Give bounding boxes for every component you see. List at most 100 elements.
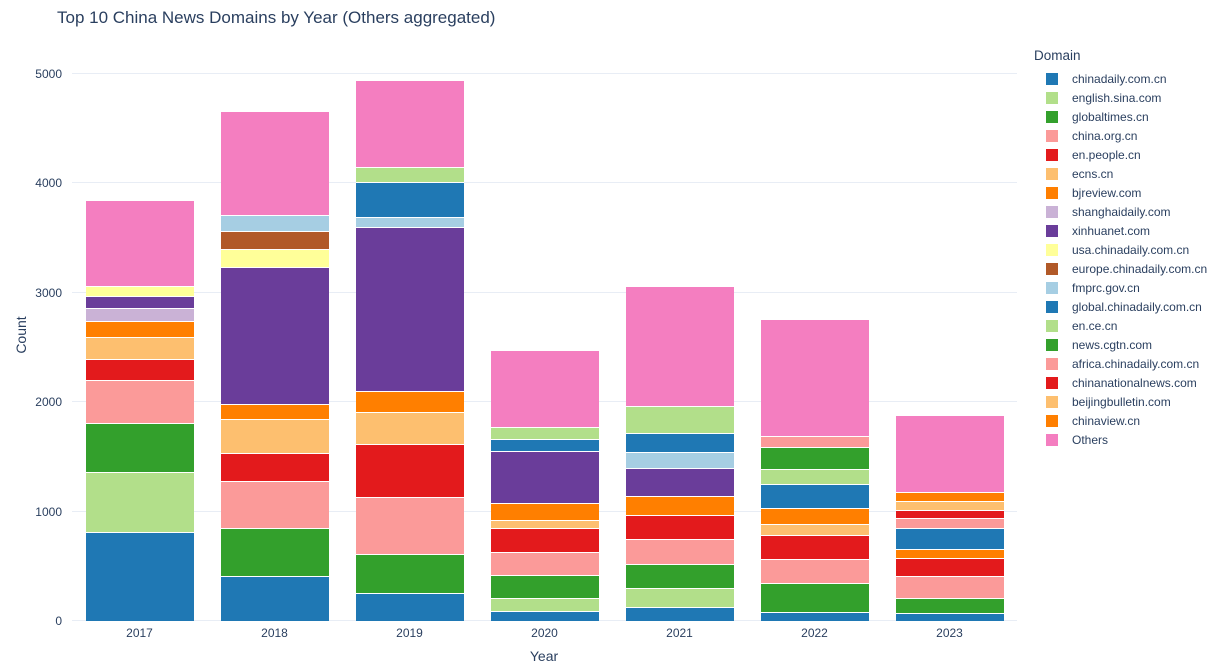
bar-segment-china.org.cn[interactable] bbox=[85, 379, 194, 424]
bar-segment-globaltimes.cn[interactable] bbox=[490, 574, 599, 599]
legend-item-global.chinadaily.com.cn[interactable]: global.chinadaily.com.cn bbox=[1034, 297, 1228, 316]
bar-segment-xinhuanet.com[interactable] bbox=[625, 468, 734, 497]
legend-item-beijingbulletin.com[interactable]: beijingbulletin.com bbox=[1034, 392, 1228, 411]
bar-segment-china.org.cn[interactable] bbox=[895, 575, 1004, 599]
bar-segment-en.people.cn[interactable] bbox=[355, 443, 464, 497]
bar-2018[interactable] bbox=[220, 111, 329, 621]
bar-segment-en.ce.cn[interactable] bbox=[490, 427, 599, 440]
bar-segment-fmprc.gov.cn[interactable] bbox=[220, 215, 329, 231]
legend-item-china.org.cn[interactable]: china.org.cn bbox=[1034, 126, 1228, 145]
legend-item-usa.chinadaily.com.cn[interactable]: usa.chinadaily.com.cn bbox=[1034, 240, 1228, 259]
bar-segment-Others[interactable] bbox=[625, 285, 734, 407]
bar-segment-Others[interactable] bbox=[490, 349, 599, 428]
bar-segment-global.chinadaily.com.cn[interactable] bbox=[625, 433, 734, 453]
bar-segment-beijingbulletin.com[interactable] bbox=[895, 501, 1004, 510]
bar-segment-chinadaily.com.cn[interactable] bbox=[760, 611, 869, 621]
bar-segment-bjreview.com[interactable] bbox=[355, 391, 464, 412]
bar-segment-bjreview.com[interactable] bbox=[760, 507, 869, 524]
bar-segment-bjreview.com[interactable] bbox=[85, 321, 194, 337]
bar-segment-chinadaily.com.cn[interactable] bbox=[85, 532, 194, 621]
bar-segment-globaltimes.cn[interactable] bbox=[355, 554, 464, 594]
bar-segment-fmprc.gov.cn[interactable] bbox=[355, 217, 464, 228]
bar-segment-ecns.cn[interactable] bbox=[490, 519, 599, 529]
bar-segment-Others[interactable] bbox=[85, 199, 194, 287]
bar-segment-bjreview.com[interactable] bbox=[220, 403, 329, 420]
bar-segment-ecns.cn[interactable] bbox=[220, 419, 329, 454]
legend-item-en.ce.cn[interactable]: en.ce.cn bbox=[1034, 316, 1228, 335]
bar-segment-Others[interactable] bbox=[760, 319, 869, 436]
bar-segment-china.org.cn[interactable] bbox=[220, 481, 329, 529]
bar-segment-english.sina.com[interactable] bbox=[85, 472, 194, 533]
legend-item-en.people.cn[interactable]: en.people.cn bbox=[1034, 145, 1228, 164]
bar-2019[interactable] bbox=[355, 80, 464, 621]
bar-segment-shanghaidaily.com[interactable] bbox=[85, 308, 194, 322]
bar-segment-Others[interactable] bbox=[355, 80, 464, 167]
legend-item-chinadaily.com.cn[interactable]: chinadaily.com.cn bbox=[1034, 69, 1228, 88]
bar-segment-en.people.cn[interactable] bbox=[760, 534, 869, 559]
legend-item-shanghaidaily.com[interactable]: shanghaidaily.com bbox=[1034, 202, 1228, 221]
legend-item-chinaview.cn[interactable]: chinaview.cn bbox=[1034, 411, 1228, 430]
bar-segment-china.org.cn[interactable] bbox=[355, 496, 464, 555]
bar-segment-xinhuanet.com[interactable] bbox=[490, 450, 599, 504]
bar-segment-usa.chinadaily.com.cn[interactable] bbox=[85, 286, 194, 296]
bar-segment-fmprc.gov.cn[interactable] bbox=[625, 452, 734, 469]
bar-segment-africa.chinadaily.com.cn[interactable] bbox=[895, 518, 1004, 529]
bar-segment-ecns.cn[interactable] bbox=[760, 523, 869, 535]
bar-segment-global.chinadaily.com.cn[interactable] bbox=[490, 439, 599, 451]
legend-item-globaltimes.cn[interactable]: globaltimes.cn bbox=[1034, 107, 1228, 126]
legend-item-news.cgtn.com[interactable]: news.cgtn.com bbox=[1034, 335, 1228, 354]
bar-segment-globaltimes.cn[interactable] bbox=[760, 582, 869, 612]
bar-segment-africa.chinadaily.com.cn[interactable] bbox=[760, 435, 869, 448]
bar-segment-europe.chinadaily.com.cn[interactable] bbox=[220, 230, 329, 249]
bar-segment-Others[interactable] bbox=[220, 111, 329, 216]
bar-segment-chinadaily.com.cn[interactable] bbox=[625, 606, 734, 621]
legend-item-africa.chinadaily.com.cn[interactable]: africa.chinadaily.com.cn bbox=[1034, 354, 1228, 373]
bar-segment-globaltimes.cn[interactable] bbox=[220, 528, 329, 577]
legend-item-fmprc.gov.cn[interactable]: fmprc.gov.cn bbox=[1034, 278, 1228, 297]
bar-2020[interactable] bbox=[490, 349, 599, 621]
bar-segment-en.ce.cn[interactable] bbox=[355, 166, 464, 183]
legend-item-chinanationalnews.com[interactable]: chinanationalnews.com bbox=[1034, 373, 1228, 392]
legend-item-xinhuanet.com[interactable]: xinhuanet.com bbox=[1034, 221, 1228, 240]
bar-segment-chinaview.cn[interactable] bbox=[895, 492, 1004, 502]
bar-segment-xinhuanet.com[interactable] bbox=[85, 295, 194, 309]
bar-segment-chinadaily.com.cn[interactable] bbox=[355, 593, 464, 621]
bar-segment-ecns.cn[interactable] bbox=[355, 411, 464, 444]
bar-segment-chinadaily.com.cn[interactable] bbox=[490, 611, 599, 621]
bar-segment-chinadaily.com.cn[interactable] bbox=[220, 576, 329, 621]
bar-segment-bjreview.com[interactable] bbox=[490, 503, 599, 520]
bar-segment-bjreview.com[interactable] bbox=[895, 548, 1004, 559]
bar-segment-chinanationalnews.com[interactable] bbox=[895, 509, 1004, 519]
legend-item-ecns.cn[interactable]: ecns.cn bbox=[1034, 164, 1228, 183]
legend-item-english.sina.com[interactable]: english.sina.com bbox=[1034, 88, 1228, 107]
bar-segment-globaltimes.cn[interactable] bbox=[625, 564, 734, 588]
bar-segment-xinhuanet.com[interactable] bbox=[355, 227, 464, 392]
bar-segment-en.ce.cn[interactable] bbox=[760, 468, 869, 484]
bar-segment-globaltimes.cn[interactable] bbox=[895, 598, 1004, 613]
bar-segment-en.people.cn[interactable] bbox=[85, 359, 194, 380]
bar-2017[interactable] bbox=[85, 199, 194, 621]
bar-segment-xinhuanet.com[interactable] bbox=[220, 267, 329, 404]
legend-item-bjreview.com[interactable]: bjreview.com bbox=[1034, 183, 1228, 202]
bar-segment-china.org.cn[interactable] bbox=[760, 558, 869, 583]
bar-segment-Others[interactable] bbox=[895, 415, 1004, 493]
bar-2021[interactable] bbox=[625, 285, 734, 621]
bar-segment-china.org.cn[interactable] bbox=[625, 538, 734, 565]
bar-segment-china.org.cn[interactable] bbox=[490, 552, 599, 575]
bar-segment-english.sina.com[interactable] bbox=[490, 598, 599, 612]
bar-segment-en.ce.cn[interactable] bbox=[625, 406, 734, 434]
bar-segment-en.people.cn[interactable] bbox=[490, 528, 599, 553]
bar-segment-global.chinadaily.com.cn[interactable] bbox=[760, 483, 869, 508]
bar-segment-global.chinadaily.com.cn[interactable] bbox=[895, 528, 1004, 549]
bar-segment-bjreview.com[interactable] bbox=[625, 496, 734, 516]
bar-segment-usa.chinadaily.com.cn[interactable] bbox=[220, 248, 329, 268]
bar-2022[interactable] bbox=[760, 319, 869, 621]
bar-2023[interactable] bbox=[895, 415, 1004, 621]
bar-segment-ecns.cn[interactable] bbox=[85, 336, 194, 360]
bar-segment-english.sina.com[interactable] bbox=[625, 587, 734, 607]
bar-segment-en.people.cn[interactable] bbox=[895, 558, 1004, 576]
bar-segment-en.people.cn[interactable] bbox=[220, 453, 329, 481]
bar-segment-global.chinadaily.com.cn[interactable] bbox=[355, 182, 464, 218]
bar-segment-en.people.cn[interactable] bbox=[625, 515, 734, 539]
legend-item-europe.chinadaily.com.cn[interactable]: europe.chinadaily.com.cn bbox=[1034, 259, 1228, 278]
